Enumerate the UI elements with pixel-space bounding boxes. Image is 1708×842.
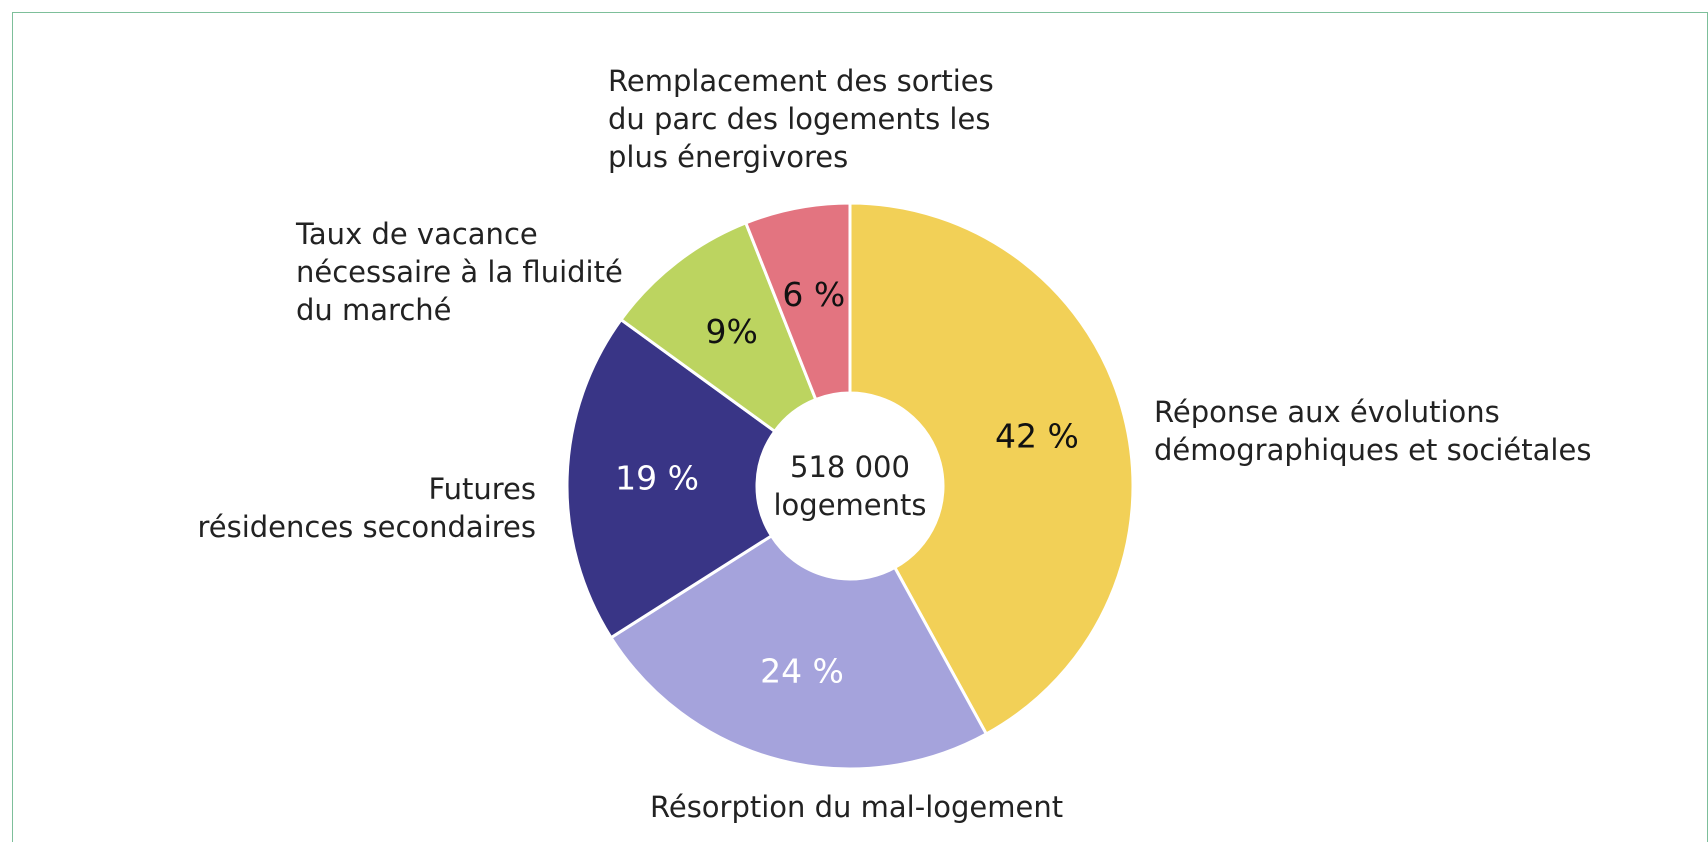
value-label: 19 %	[615, 458, 699, 497]
category-label: Réponse aux évolutions démographiques et…	[1154, 395, 1592, 467]
category-label: Résorption du mal-logement	[650, 790, 1064, 824]
slice	[618, 220, 818, 434]
value-label: 6 %	[782, 275, 845, 314]
slice	[565, 317, 777, 640]
value-label: 24 %	[760, 651, 844, 690]
slice	[743, 201, 852, 402]
center-label: 518 000 logements	[773, 450, 927, 522]
category-label: Futures résidences secondaires	[197, 472, 536, 544]
category-label: Remplacement des sorties du parc des log…	[608, 64, 994, 174]
value-label: 42 %	[995, 417, 1079, 456]
category-label: Taux de vacance nécessaire à la fluidité…	[296, 217, 623, 327]
value-label: 9%	[706, 312, 758, 351]
slice	[848, 201, 1135, 737]
slice	[608, 533, 989, 771]
